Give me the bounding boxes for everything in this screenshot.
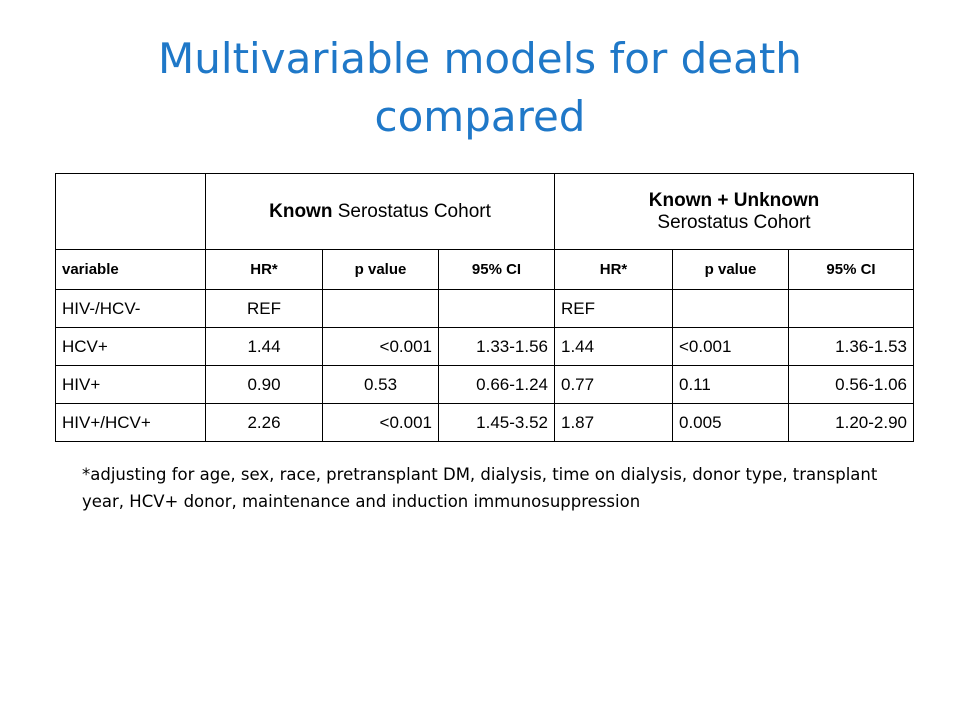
hr-cell: 0.77 bbox=[554, 365, 673, 404]
column-header-row: variable HR* p value 95% CI HR* p value … bbox=[55, 249, 914, 290]
known-cohort-header: Known Serostatus Cohort bbox=[205, 173, 555, 250]
ci-cell: 0.56-1.06 bbox=[788, 365, 914, 404]
hr-cell: 1.44 bbox=[554, 327, 673, 366]
hr-cell: REF bbox=[554, 289, 673, 328]
table-row: HCV+ 1.44 <0.001 1.33-1.56 1.44 <0.001 1… bbox=[55, 327, 914, 366]
p-value-cell: <0.001 bbox=[322, 403, 439, 442]
ci-cell: 1.45-3.52 bbox=[438, 403, 555, 442]
col-header-hr: HR* bbox=[205, 249, 323, 290]
p-value-cell: <0.001 bbox=[672, 327, 789, 366]
col-header-p-value: p value bbox=[672, 249, 789, 290]
p-value-cell bbox=[322, 289, 439, 328]
table-row: HIV-/HCV- REF REF bbox=[55, 289, 914, 328]
col-header-p-value: p value bbox=[322, 249, 439, 290]
ci-cell: 1.20-2.90 bbox=[788, 403, 914, 442]
hr-cell: 1.87 bbox=[554, 403, 673, 442]
col-header-variable: variable bbox=[55, 249, 206, 290]
hr-cell: 1.44 bbox=[205, 327, 323, 366]
results-table: Known Serostatus Cohort Known + Unknown S… bbox=[55, 173, 914, 442]
col-header-ci: 95% CI bbox=[788, 249, 914, 290]
ci-cell: 0.66-1.24 bbox=[438, 365, 555, 404]
slide-title: Multivariable models for death compared bbox=[158, 34, 802, 141]
col-header-ci: 95% CI bbox=[438, 249, 555, 290]
p-value-cell bbox=[672, 289, 789, 328]
ci-cell bbox=[788, 289, 914, 328]
table-row: HIV+ 0.90 0.53 0.66-1.24 0.77 0.11 0.56-… bbox=[55, 365, 914, 404]
hr-cell: REF bbox=[205, 289, 323, 328]
variable-cell: HIV-/HCV- bbox=[55, 289, 206, 328]
ci-cell bbox=[438, 289, 555, 328]
p-value-cell: <0.001 bbox=[322, 327, 439, 366]
hr-cell: 2.26 bbox=[205, 403, 323, 442]
variable-cell: HIV+/HCV+ bbox=[55, 403, 206, 442]
ci-cell: 1.33-1.56 bbox=[438, 327, 555, 366]
variable-cell: HIV+ bbox=[55, 365, 206, 404]
p-value-cell: 0.53 bbox=[322, 365, 439, 404]
ci-cell: 1.36-1.53 bbox=[788, 327, 914, 366]
group-header-row: Known Serostatus Cohort Known + Unknown S… bbox=[55, 173, 914, 250]
p-value-cell: 0.11 bbox=[672, 365, 789, 404]
table-row: HIV+/HCV+ 2.26 <0.001 1.45-3.52 1.87 0.0… bbox=[55, 403, 914, 442]
p-value-cell: 0.005 bbox=[672, 403, 789, 442]
col-header-hr: HR* bbox=[554, 249, 673, 290]
variable-cell: HCV+ bbox=[55, 327, 206, 366]
footnote: *adjusting for age, sex, race, pretransp… bbox=[82, 465, 878, 511]
known-unknown-cohort-header: Known + Unknown Serostatus Cohort bbox=[554, 173, 914, 250]
empty-corner-cell bbox=[55, 173, 206, 250]
hr-cell: 0.90 bbox=[205, 365, 323, 404]
